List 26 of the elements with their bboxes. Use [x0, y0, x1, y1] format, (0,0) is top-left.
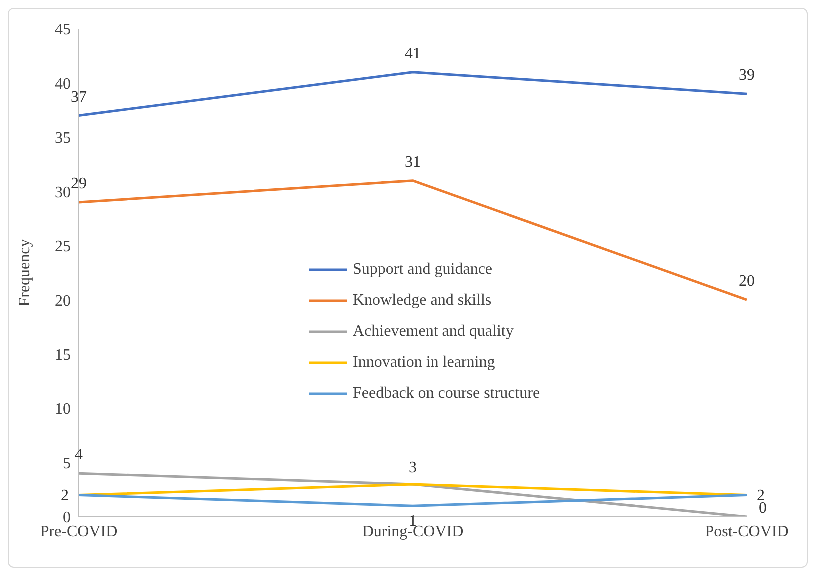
y-tick-label: 15: [55, 347, 71, 364]
x-tick-label: Post-COVID: [705, 523, 789, 540]
data-label: 2: [61, 487, 69, 504]
legend-label: Knowledge and skills: [353, 292, 492, 310]
y-tick-label: 25: [55, 238, 71, 256]
y-axis-title: Frequency: [16, 239, 34, 307]
data-label: 4: [75, 446, 83, 464]
data-label: 39: [739, 67, 755, 84]
y-tick-label: 5: [63, 455, 71, 472]
data-label: 3: [409, 459, 417, 476]
data-label: 29: [71, 176, 87, 193]
legend-label: Support and guidance: [353, 260, 493, 278]
y-tick-label: 40: [55, 76, 71, 93]
data-label: 31: [405, 154, 421, 171]
y-tick-label: 20: [55, 292, 71, 310]
y-tick-label: 30: [55, 184, 71, 202]
y-tick-label: 45: [55, 22, 71, 39]
data-label: 37: [71, 88, 87, 106]
data-label: 0: [759, 500, 767, 517]
legend-label: Feedback on course structure: [353, 384, 540, 402]
y-tick-label: 35: [55, 130, 71, 148]
y-tick-label: 10: [55, 401, 71, 418]
data-label: 41: [405, 45, 421, 62]
data-label: 20: [739, 273, 755, 290]
legend-label: Innovation in learning: [353, 354, 496, 372]
legend-label: Achievement and quality: [353, 322, 514, 340]
